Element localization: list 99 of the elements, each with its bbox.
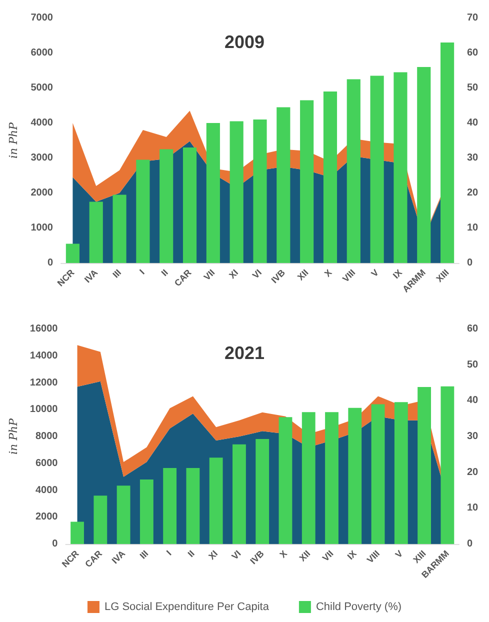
bar [116,486,130,544]
bar [323,92,338,263]
bar [348,408,362,544]
y-tick-label: 8000 [35,431,58,442]
x-tick-label: IX [345,548,358,562]
bar [346,79,360,263]
y-tick-label: 4000 [35,484,58,496]
x-tick-label: XII [297,548,312,564]
y-tick-label: 12000 [30,377,58,388]
x-tick-label: XII [296,267,310,282]
bar [253,120,267,263]
y2-tick-label: 50 [467,82,479,94]
y2-tick-label: 20 [467,466,479,478]
x-tick-label: VI [250,267,264,281]
x-tick-label: III [110,267,124,280]
x-tick-label: II [186,548,196,560]
bar [230,121,244,263]
y-tick-label: 6000 [35,458,58,469]
x-tick-label: IVB [269,267,288,286]
bar [371,404,385,544]
bar [440,386,454,544]
x-tick-label: X [322,267,334,279]
text: 2009 [224,32,265,52]
x-tick-label: I [138,267,146,276]
bar [160,149,174,263]
bar [325,412,338,544]
bar [302,412,316,544]
y2-tick-label: 20 [467,188,479,198]
y2-tick-label: 10 [467,222,479,234]
x-tick-label: V [393,548,405,560]
y-tick-label: 14000 [30,350,58,362]
y-tick-label: 2000 [30,188,54,198]
y2-tick-label: 60 [467,324,479,334]
y-tick-label: 3000 [30,152,54,164]
x-tick-label: IVA [82,267,100,285]
y-tick-label: 1000 [30,222,54,234]
x-tick-label: IVA [110,548,128,566]
bar [89,202,103,263]
bar [300,100,314,263]
x-tick-label: VII [202,267,217,282]
bar [276,107,290,263]
x-tick-label: IX [390,267,404,281]
bar [440,42,454,263]
y-tick-label: 6000 [30,48,54,58]
y2-tick-label: 40 [467,118,479,128]
y-tick-label: 0 [52,538,58,550]
bar [418,387,432,544]
y-tick-label: 2000 [35,512,58,523]
y2-tick-label: 70 [467,12,479,24]
bar [417,67,431,263]
y-tick-label: 7000 [30,12,54,24]
bar [140,480,154,544]
bar [70,522,84,544]
bar [136,160,150,263]
x-tick-label: VIII [340,267,358,284]
y-tick-label: 0 [47,258,54,268]
text: 2021 [224,343,265,363]
y-tick-label: 16000 [30,324,58,334]
bar [209,458,223,544]
x-tick-label: VII [320,548,336,564]
x-tick-label: XI [227,267,240,281]
x-tick-label: VIII [364,548,382,566]
y2-tick-label: 60 [467,48,479,58]
x-tick-label: V [369,267,381,279]
bar [182,148,197,263]
legend-label: LG Social Expenditure Per Capita [104,601,270,613]
x-tick-label: VI [230,548,243,562]
y-axis-title: in PhP [7,122,20,158]
y2-tick-label: 30 [467,431,479,442]
bar [94,496,108,544]
x-tick-label: I [164,548,174,558]
y2-tick-label: 0 [467,538,473,550]
y-tick-label: 10000 [30,404,58,416]
y2-tick-label: 50 [467,359,479,370]
x-tick-label: IVB [248,548,266,566]
y2-tick-label: 0 [467,258,473,268]
bar [394,402,408,544]
bar [186,468,200,544]
bar [66,244,80,263]
y-axis-title: in PhP [7,418,20,454]
bar [206,123,220,263]
y2-tick-label: 10 [467,502,479,514]
x-tick-label: II [159,267,170,278]
y2-tick-label: 30 [467,152,479,164]
bar [112,194,126,263]
y2-tick-label: 40 [467,395,479,406]
x-tick-label: XIII [434,267,451,284]
legend-label: Child Poverty (%) [316,601,402,613]
bar [232,444,246,544]
bar [256,439,270,544]
y-tick-label: 4000 [30,118,54,128]
bar [394,72,408,263]
x-tick-label: III [138,548,150,561]
bar [163,468,177,544]
bar [370,76,384,263]
x-tick-label: X [278,548,290,560]
y-tick-label: 5000 [30,82,54,94]
bar [278,417,292,544]
x-tick-label: XI [206,548,220,562]
